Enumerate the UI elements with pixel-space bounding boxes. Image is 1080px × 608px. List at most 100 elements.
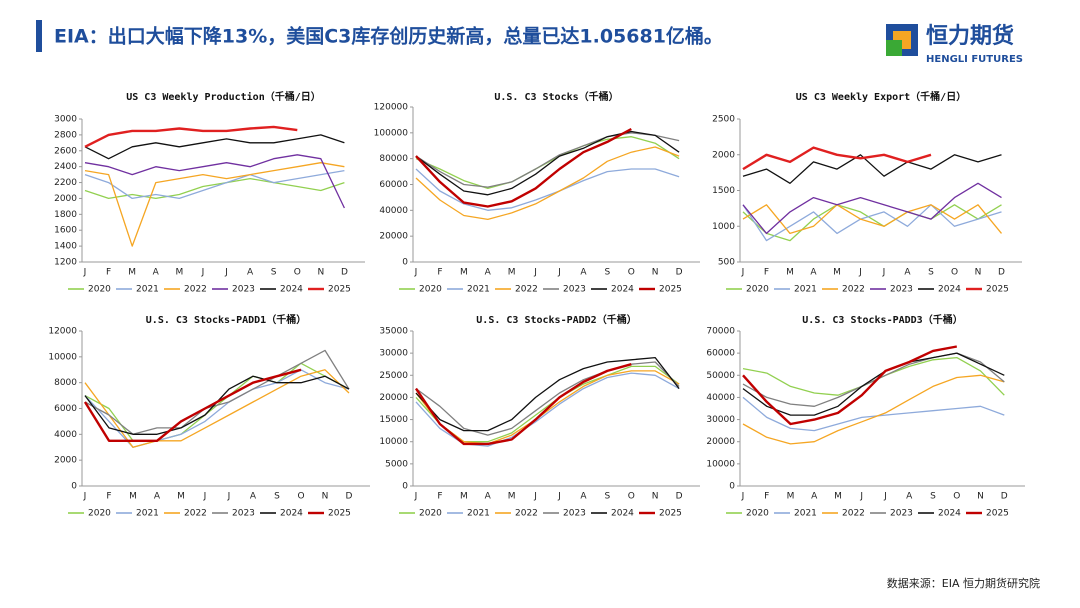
legend-label: 2025	[986, 509, 1009, 519]
legend-label: 2024	[280, 509, 303, 519]
x-tick-label: O	[951, 268, 958, 278]
x-tick-label: N	[975, 268, 982, 278]
x-tick-label: N	[977, 492, 984, 502]
legend-label: 2021	[467, 509, 490, 519]
x-tick-label: S	[930, 492, 936, 502]
y-tick-label: 10000	[706, 459, 735, 469]
legend-label: 2022	[842, 285, 865, 295]
x-tick-label: S	[274, 492, 280, 502]
series-line	[742, 204, 1002, 242]
x-tick-label: J	[533, 268, 537, 278]
x-tick-label: F	[764, 268, 769, 278]
legend-label: 2021	[136, 509, 159, 519]
chart: U.S. C3 Stocks-PADD3（千桶） 0 10000 20000 30000…	[706, 313, 1025, 519]
legend-label: 2025	[659, 285, 682, 295]
y-tick-label: 20000	[379, 232, 408, 242]
y-tick-label: 60000	[379, 180, 408, 190]
series-line	[742, 352, 1005, 407]
series-line	[84, 349, 350, 435]
x-tick-label: M	[833, 268, 841, 278]
y-tick-label: 2600	[54, 146, 77, 156]
series-line	[84, 162, 345, 247]
x-tick-label: N	[652, 268, 659, 278]
series-line	[415, 168, 680, 211]
x-tick-label: J	[883, 492, 887, 502]
x-tick-label: N	[317, 268, 324, 278]
legend-label: 2020	[419, 285, 442, 295]
x-tick-label: M	[177, 492, 185, 502]
chart-title: U.S. C3 Stocks-PADD2（千桶）	[476, 313, 636, 326]
x-tick-label: S	[604, 492, 610, 502]
title-bar	[36, 20, 42, 52]
legend-label: 2020	[746, 285, 769, 295]
legend-label: 2022	[515, 285, 538, 295]
chart: US C3 Weekly Export（千桶/日） 500 1000 1500 2000…	[712, 90, 1022, 295]
x-tick-label: M	[787, 492, 795, 502]
x-tick-label: A	[247, 268, 254, 278]
x-tick-label: A	[904, 268, 911, 278]
legend-label: 2024	[611, 509, 634, 519]
series-line	[742, 182, 1002, 235]
legend-label: 2022	[842, 509, 865, 519]
legend-label: 2022	[184, 509, 207, 519]
y-tick-label: 35000	[379, 327, 408, 337]
chart-title: U.S. C3 Stocks（千桶）	[494, 90, 618, 103]
x-tick-label: F	[437, 492, 442, 502]
y-tick-label: 3000	[54, 115, 77, 125]
x-tick-label: F	[106, 492, 111, 502]
legend-label: 2025	[659, 509, 682, 519]
x-tick-label: M	[129, 492, 137, 502]
y-tick-label: 10000	[379, 437, 408, 447]
x-tick-label: M	[128, 268, 136, 278]
legend-label: 2024	[938, 509, 961, 519]
series-line	[84, 134, 345, 160]
legend-label: 2023	[232, 285, 255, 295]
legend-label: 2023	[563, 509, 586, 519]
y-tick-label: 1400	[54, 242, 77, 252]
x-tick-label: J	[203, 492, 207, 502]
y-tick-label: 0	[729, 482, 735, 492]
x-tick-label: M	[786, 268, 794, 278]
legend-label: 2020	[88, 285, 111, 295]
series-line	[742, 204, 1003, 235]
chart: U.S. C3 Stocks-PADD1（千桶） 0 2000 4000 6000 800…	[48, 313, 370, 519]
slide-title: EIA：出口大幅下降13%，美国C3库存创历史新高，总量已达1.05681亿桶。	[54, 25, 723, 48]
x-tick-label: M	[460, 492, 468, 502]
legend-label: 2025	[328, 509, 351, 519]
legend-label: 2022	[184, 285, 207, 295]
x-tick-label: A	[250, 492, 257, 502]
x-tick-label: F	[764, 492, 769, 502]
x-tick-label: S	[271, 268, 277, 278]
x-tick-label: F	[106, 268, 111, 278]
legend-label: 2025	[986, 285, 1009, 295]
y-tick-label: 1600	[54, 226, 77, 236]
y-tick-label: 1000	[712, 222, 735, 232]
legend-label: 2021	[794, 285, 817, 295]
chart: US C3 Weekly Production（千桶/日） 1200 1400 160…	[54, 90, 365, 295]
x-tick-label: M	[460, 268, 468, 278]
series-line	[742, 396, 1005, 432]
series-line	[415, 146, 680, 221]
y-tick-label: 0	[71, 482, 77, 492]
legend-label: 2024	[938, 285, 961, 295]
x-tick-label: J	[224, 268, 228, 278]
y-tick-label: 5000	[385, 459, 408, 469]
legend-label: 2021	[794, 509, 817, 519]
x-tick-label: J	[83, 492, 87, 502]
legend-label: 2023	[890, 509, 913, 519]
series-line	[742, 345, 958, 426]
x-tick-label: J	[557, 268, 561, 278]
x-tick-label: J	[859, 492, 863, 502]
x-tick-label: J	[533, 492, 537, 502]
x-tick-label: S	[604, 268, 610, 278]
chart: U.S. C3 Stocks-PADD2（千桶） 0 5000 10000 15000 2…	[379, 313, 700, 519]
chart: U.S. C3 Stocks（千桶） 0 20000 40000 60000 80000 1…	[374, 90, 700, 295]
x-tick-label: D	[676, 268, 683, 278]
logo: 恒力期货 HENGLI FUTURES	[886, 23, 1023, 65]
y-tick-label: 6000	[54, 404, 77, 414]
x-tick-label: J	[227, 492, 231, 502]
y-tick-label: 8000	[54, 378, 77, 388]
series-line	[84, 369, 350, 448]
x-tick-label: O	[628, 268, 635, 278]
